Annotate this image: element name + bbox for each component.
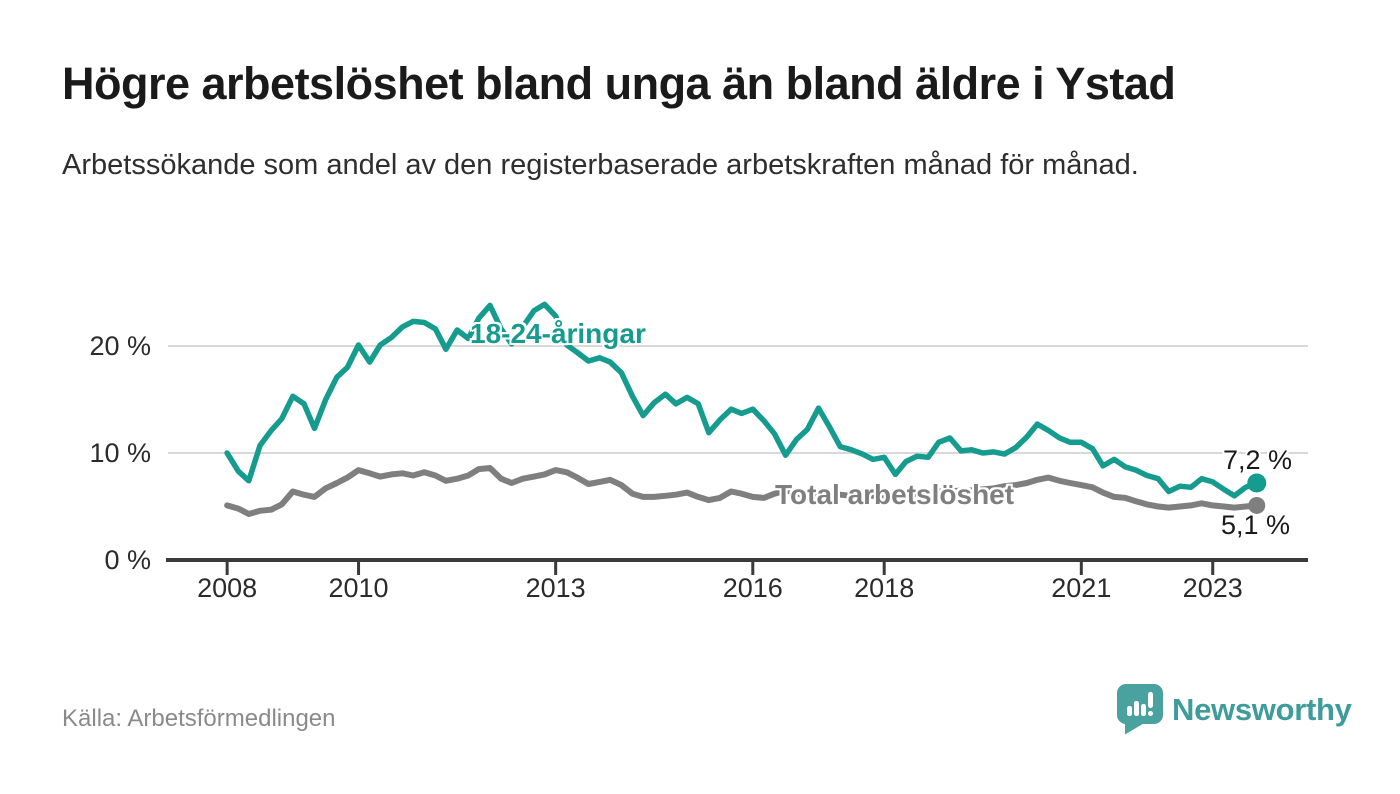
newsworthy-logo: Newsworthy	[1117, 684, 1352, 736]
end-value-label-total: 5,1 %	[1221, 510, 1291, 540]
newsworthy-logo-text: Newsworthy	[1172, 692, 1352, 727]
series-label-young: 18-24-åringar	[470, 318, 646, 349]
page-subtitle: Arbetssökande som andel av den registerb…	[62, 149, 1139, 181]
end-dot-total	[1248, 496, 1266, 514]
x-axis-tick-label-2018: 2018	[854, 573, 914, 603]
end-dot-young	[1247, 473, 1267, 493]
y-axis-tick-label-0: 0 %	[104, 545, 151, 575]
series-line-total	[224, 465, 1260, 517]
series-line-young	[224, 301, 1260, 499]
x-axis-tick-label-2023: 2023	[1183, 573, 1243, 603]
x-axis-tick-label-2016: 2016	[723, 573, 783, 603]
end-value-label-young: 7,2 %	[1223, 445, 1293, 475]
y-axis-tick-label-20: 20 %	[89, 331, 151, 361]
x-axis-tick-label-2013: 2013	[526, 573, 586, 603]
page-title: Högre arbetslöshet bland unga än bland ä…	[62, 58, 1176, 109]
x-axis-tick-label-2021: 2021	[1051, 573, 1111, 603]
x-axis-tick-label-2008: 2008	[197, 573, 257, 603]
y-axis-tick-label-10: 10 %	[89, 438, 151, 468]
newsworthy-speech-bubble-chart-icon	[1117, 684, 1163, 736]
source-note: Källa: Arbetsförmedlingen	[62, 705, 336, 732]
series-label-total: Total arbetslöshet	[775, 479, 1015, 510]
x-axis-tick-label-2010: 2010	[329, 573, 389, 603]
